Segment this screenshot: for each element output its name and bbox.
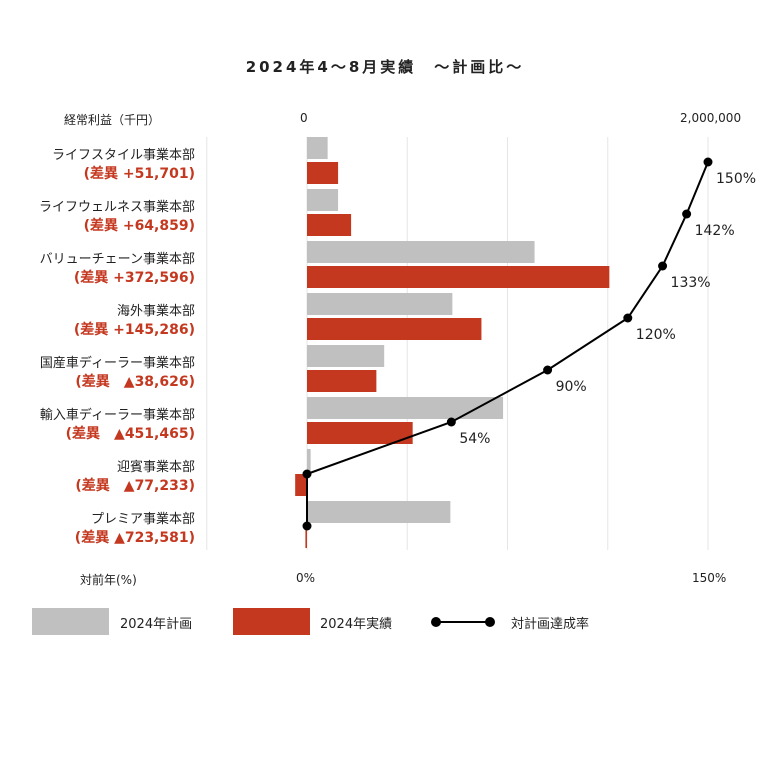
category-difference: (差異 +51,701) <box>83 166 195 182</box>
category-difference: (差異 +145,286) <box>73 322 195 338</box>
rate-point <box>302 469 312 479</box>
rate-point <box>703 157 713 167</box>
category-label: 迎賓事業本部 (差異 ▲77,233) <box>75 459 195 495</box>
category-difference: (差異 +64,859) <box>83 218 195 234</box>
rate-point <box>658 261 668 271</box>
category-label: 輸入車ディーラー事業本部 (差異 ▲451,465) <box>40 407 195 443</box>
chart-title: 2024年4〜8月実績 ～計画比～ <box>245 58 525 76</box>
rate-label: 120% <box>636 327 676 343</box>
plan-bar <box>307 449 311 471</box>
rate-point <box>682 209 692 219</box>
bar-axis-min-label: 0 <box>300 111 308 125</box>
legend-label-rate: 対計画達成率 <box>511 617 590 632</box>
category-label: バリューチェーン事業本部 (差異 +372,596) <box>40 251 195 287</box>
rate-point <box>302 521 312 531</box>
category-difference: (差異 ▲451,465) <box>65 426 195 442</box>
rate-label: 90% <box>556 379 587 395</box>
bar-axis-max-label: 2,000,000 <box>680 111 742 125</box>
actual-bar <box>307 162 339 184</box>
rate-label: 133% <box>671 275 711 291</box>
plan-bar <box>307 241 535 263</box>
plan-bar <box>307 501 451 523</box>
rate-label: 142% <box>695 223 735 239</box>
rate-axis-max-label: 150% <box>692 571 727 585</box>
rate-point <box>623 313 633 323</box>
plan-bar <box>307 345 385 367</box>
rate-label: 54% <box>459 431 490 447</box>
rate-point <box>543 365 553 375</box>
category-name: 海外事業本部 <box>116 304 195 319</box>
actual-bar <box>305 526 307 548</box>
category-label: プレミア事業本部 (差異 ▲723,581) <box>75 511 195 547</box>
plan-bar <box>307 137 328 159</box>
legend-swatch-actual <box>233 608 310 635</box>
category-label: ライフウェルネス事業本部 (差異 +64,859) <box>39 199 195 235</box>
actual-bar <box>307 318 482 340</box>
category-difference: (差異 ▲77,233) <box>75 478 195 494</box>
legend-label-actual: 2024年実績 <box>320 617 393 632</box>
rate-point <box>446 417 456 427</box>
category-name: ライフウェルネス事業本部 <box>38 200 195 215</box>
category-name: ライフスタイル事業本部 <box>51 148 195 163</box>
category-name: 国産車ディーラー事業本部 <box>39 356 195 371</box>
plan-bar <box>307 189 339 211</box>
category-difference: (差異 +372,596) <box>73 270 195 286</box>
actual-bar <box>307 370 377 392</box>
category-difference: (差異 ▲723,581) <box>74 530 195 546</box>
category-name: 輸入車ディーラー事業本部 <box>39 408 195 423</box>
category-label: 国産車ディーラー事業本部 (差異 ▲38,626) <box>40 355 195 391</box>
category-name: 迎賓事業本部 <box>116 460 195 475</box>
bottom-axis-label: 対前年(%) <box>80 573 137 587</box>
category-name: バリューチェーン事業本部 <box>39 252 195 267</box>
actual-bar <box>307 422 413 444</box>
category-difference: (差異 ▲38,626) <box>75 374 195 390</box>
actual-bar <box>307 266 610 288</box>
category-label: ライフスタイル事業本部 (差異 +51,701) <box>52 147 195 183</box>
legend-swatch-plan <box>32 608 109 635</box>
rate-axis-min-label: 0% <box>296 571 316 585</box>
left-axis-label: 経常利益（千円） <box>64 113 161 127</box>
category-label: 海外事業本部 (差異 +145,286) <box>74 303 195 339</box>
plan-bar <box>307 293 453 315</box>
plan-bar <box>307 397 504 419</box>
category-name: プレミア事業本部 <box>90 512 195 527</box>
actual-bar <box>307 214 352 236</box>
rate-line <box>306 161 709 526</box>
rate-label: 150% <box>716 171 756 187</box>
legend-label-plan: 2024年計画 <box>120 617 193 632</box>
actual-bar <box>295 474 307 496</box>
